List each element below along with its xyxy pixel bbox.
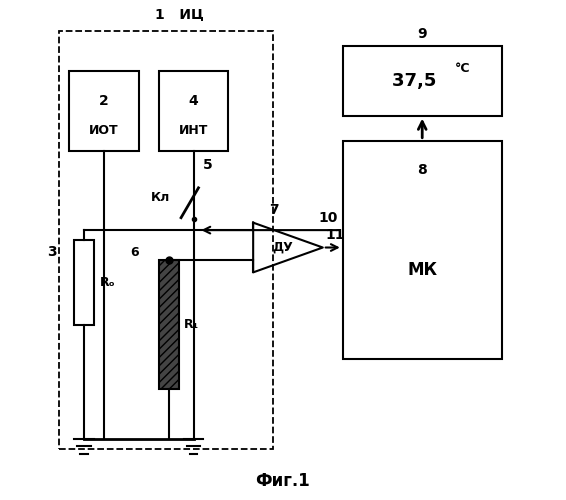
Bar	[69, 71, 139, 150]
Bar	[158, 260, 179, 389]
Text: 37,5: 37,5	[392, 72, 443, 90]
Bar	[59, 31, 273, 449]
Text: ИНТ: ИНТ	[179, 124, 208, 137]
Bar	[342, 140, 502, 360]
Text: 8: 8	[417, 164, 427, 177]
Text: 6: 6	[130, 246, 139, 259]
Text: Кл: Кл	[151, 192, 170, 204]
Bar	[342, 46, 502, 116]
Text: R₁: R₁	[183, 318, 199, 331]
Text: 1   ИЦ: 1 ИЦ	[156, 8, 204, 22]
Text: 5: 5	[203, 158, 212, 172]
Text: 3: 3	[47, 246, 57, 260]
Text: 10: 10	[318, 210, 338, 224]
Text: 4: 4	[188, 94, 198, 108]
Text: 7: 7	[269, 203, 279, 217]
Bar	[158, 71, 228, 150]
Text: 2: 2	[99, 94, 109, 108]
Text: Rₒ: Rₒ	[100, 276, 116, 289]
Text: 11: 11	[325, 228, 345, 242]
Text: МК: МК	[407, 261, 438, 279]
Text: Фиг.1: Фиг.1	[256, 472, 310, 490]
Bar	[74, 240, 94, 324]
Text: °C: °C	[454, 62, 470, 75]
Text: ИОТ: ИОТ	[89, 124, 119, 137]
Text: ДУ: ДУ	[273, 241, 293, 254]
Text: 9: 9	[417, 26, 427, 40]
